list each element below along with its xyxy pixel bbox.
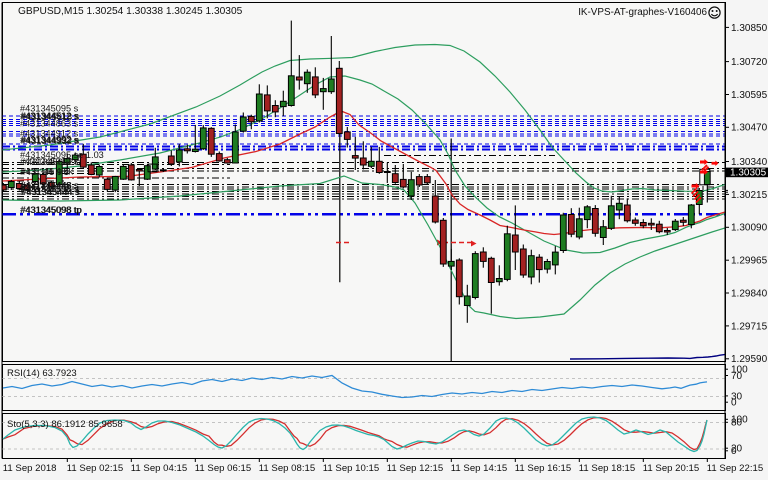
svg-text:1.29715: 1.29715 xyxy=(731,321,768,332)
svg-text:#431344912 s: #431344912 s xyxy=(20,129,79,139)
svg-text:Sto(5,3,3) 86.1912 85.9658: Sto(5,3,3) 86.1912 85.9658 xyxy=(7,419,123,430)
svg-text:0: 0 xyxy=(731,398,737,409)
svg-text:#431345448 s: #431345448 s xyxy=(21,181,80,191)
svg-text:1.30215: 1.30215 xyxy=(731,190,768,201)
svg-text:#431344932 s: #431344932 s xyxy=(21,136,80,146)
svg-text:#431345618 s: #431345618 s xyxy=(21,112,80,122)
svg-text:#431345095 se 1.03: #431345095 se 1.03 xyxy=(20,150,104,160)
svg-text:#431345598 s: #431345598 s xyxy=(20,184,79,194)
svg-text:11 Sep 04:15: 11 Sep 04:15 xyxy=(131,463,187,474)
svg-text:11 Sep 16:15: 11 Sep 16:15 xyxy=(515,463,571,474)
svg-text:11 Sep 22:15: 11 Sep 22:15 xyxy=(707,463,763,474)
svg-text:#431345012 s: #431345012 s xyxy=(20,157,79,167)
svg-text:#431344512 s: #431344512 s xyxy=(20,111,79,121)
svg-text:#431345092 s: #431345092 s xyxy=(22,157,81,167)
svg-text:70: 70 xyxy=(731,371,743,382)
svg-text:#431344863 s: #431344863 s xyxy=(20,119,79,129)
svg-text:11 Sep 2018: 11 Sep 2018 xyxy=(3,463,57,474)
svg-text:RSI(14) 63.7923: RSI(14) 63.7923 xyxy=(7,368,77,379)
svg-text:30: 30 xyxy=(731,391,743,402)
svg-text:1.30090: 1.30090 xyxy=(731,223,768,234)
svg-text:1.29590: 1.29590 xyxy=(731,354,768,365)
svg-text:11 Sep 20:15: 11 Sep 20:15 xyxy=(643,463,699,474)
svg-text:#431 44 4 bk: #431 44 4 bk xyxy=(20,167,74,177)
svg-text:1.30850: 1.30850 xyxy=(731,23,768,34)
svg-text:1.29840: 1.29840 xyxy=(731,288,768,299)
svg-text:1.29965: 1.29965 xyxy=(731,256,768,267)
svg-text:80: 80 xyxy=(731,418,743,429)
svg-text:#431345098 tp: #431345098 tp xyxy=(20,205,81,215)
svg-text:11 Sep 02:15: 11 Sep 02:15 xyxy=(67,463,123,474)
svg-text:100: 100 xyxy=(731,415,748,426)
svg-text:11 Sep 12:15: 11 Sep 12:15 xyxy=(387,463,443,474)
svg-text:11 Sep 08:15: 11 Sep 08:15 xyxy=(259,463,315,474)
svg-text:#431344992 s: #431344992 s xyxy=(20,135,79,145)
svg-text:1.30595: 1.30595 xyxy=(731,90,768,101)
svg-text:#431345598 s: #431345598 s xyxy=(21,184,80,194)
svg-text:11 Sep 06:15: 11 Sep 06:15 xyxy=(195,463,251,474)
svg-text:#431345448 s: #431345448 s xyxy=(20,181,79,191)
svg-text:1.30340: 1.30340 xyxy=(731,157,768,168)
svg-text:11 Sep 18:15: 11 Sep 18:15 xyxy=(579,463,635,474)
svg-text:11 Sep 14:15: 11 Sep 14:15 xyxy=(451,463,507,474)
svg-text:#43 345 9 s: #43 345 9 s xyxy=(21,167,69,177)
svg-text:11 Sep 10:15: 11 Sep 10:15 xyxy=(323,463,379,474)
svg-text:#431345444 s: #431345444 s xyxy=(22,187,81,197)
svg-text:0: 0 xyxy=(731,446,737,457)
svg-text:GBPUSD,M15 1.30254 1.30338 1.: GBPUSD,M15 1.30254 1.30338 1.30245 1.303… xyxy=(18,6,243,17)
svg-text:1.30305: 1.30305 xyxy=(730,168,767,179)
svg-text:20: 20 xyxy=(731,444,743,455)
svg-text:#431344992 s: #431344992 s xyxy=(21,135,80,145)
svg-text:1.30720: 1.30720 xyxy=(731,57,768,68)
svg-text:#431345098 tp: #431345098 tp xyxy=(21,205,82,215)
svg-text:100: 100 xyxy=(731,365,748,376)
svg-text:IK-VPS-AT-graphes-V160406: IK-VPS-AT-graphes-V160406 xyxy=(578,7,707,18)
svg-text:#431345095 s: #431345095 s xyxy=(20,104,79,114)
svg-text:#431345444 s: #431345444 s xyxy=(21,187,80,197)
svg-text:#431344512 s: #431344512 s xyxy=(21,111,80,121)
svg-text:1.30470: 1.30470 xyxy=(731,123,768,134)
